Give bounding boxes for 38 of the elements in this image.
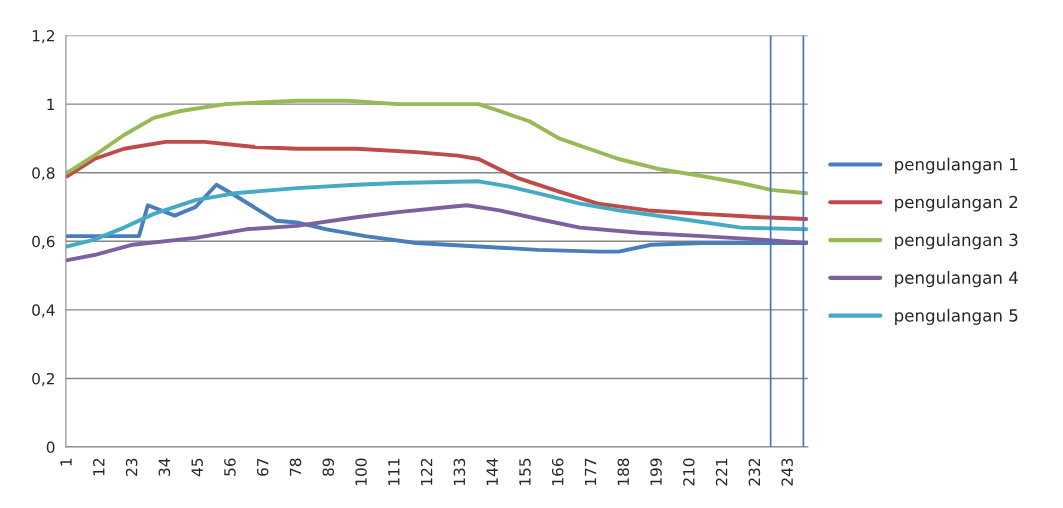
x-tick-label: 89 [322, 458, 335, 476]
x-tick-label: 111 [388, 458, 400, 485]
x-tick-label: 221 [715, 458, 728, 486]
x-tick-label: 23 [125, 458, 138, 476]
x-tick-label: 166 [551, 458, 564, 485]
x-tick-label: 177 [584, 458, 597, 485]
legend-label: pengulangan 5 [895, 308, 1018, 325]
x-tick-label: 1 [60, 458, 72, 466]
x-tick-label: 67 [256, 458, 269, 476]
legend-label: pengulangan 1 [895, 157, 1018, 174]
y-tick-label: 1,2 [32, 30, 54, 44]
x-tick-label: 188 [617, 458, 630, 485]
line-series [65, 139, 808, 221]
line-series [65, 203, 808, 263]
y-tick-label: 0,2 [32, 372, 54, 387]
legend-label: pengulangan 2 [895, 195, 1018, 212]
x-tick-label: 12 [93, 458, 105, 476]
x-tick-label: 144 [486, 458, 498, 485]
x-tick-label: 34 [158, 458, 171, 476]
x-tick-label: 56 [224, 458, 236, 476]
x-tick-label: 155 [519, 458, 531, 485]
x-tick-label: 243 [781, 458, 793, 486]
x-tick-label: 100 [355, 458, 367, 485]
line-series [65, 98, 808, 196]
y-tick-label: 0,6 [32, 235, 55, 249]
y-tick-label: 0,8 [32, 167, 55, 181]
x-tick-label: 232 [748, 458, 761, 486]
y-tick-label: 0,4 [32, 304, 55, 318]
x-tick-label: 199 [650, 458, 662, 485]
x-tick-label: 210 [683, 458, 695, 486]
y-tick-label: 1 [47, 98, 55, 110]
x-tick-label: 122 [420, 458, 433, 485]
x-tick-label: 133 [453, 458, 466, 485]
legend-label: pengulangan 4 [895, 271, 1018, 288]
legend-label: pengulangan 3 [895, 233, 1018, 250]
x-tick-label: 45 [191, 458, 203, 477]
x-tick-label: 78 [289, 458, 302, 476]
y-tick-label: 0 [46, 441, 55, 454]
